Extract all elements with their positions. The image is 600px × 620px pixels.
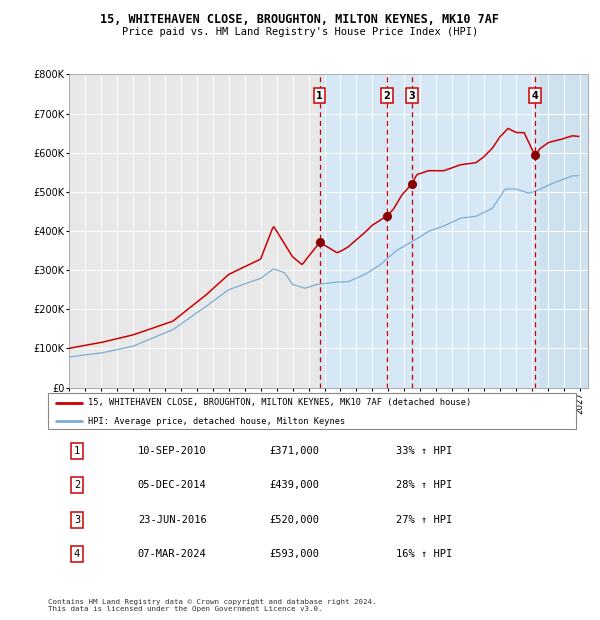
Text: Price paid vs. HM Land Registry's House Price Index (HPI): Price paid vs. HM Land Registry's House … bbox=[122, 27, 478, 37]
Text: 16% ↑ HPI: 16% ↑ HPI bbox=[397, 549, 453, 559]
Text: £371,000: £371,000 bbox=[270, 446, 320, 456]
Text: Contains HM Land Registry data © Crown copyright and database right 2024.
This d: Contains HM Land Registry data © Crown c… bbox=[48, 599, 377, 612]
Text: 4: 4 bbox=[532, 91, 538, 101]
Text: 07-MAR-2024: 07-MAR-2024 bbox=[138, 549, 206, 559]
Text: 2: 2 bbox=[384, 91, 391, 101]
Text: 1: 1 bbox=[316, 91, 323, 101]
Text: 23-JUN-2016: 23-JUN-2016 bbox=[138, 515, 206, 525]
Text: £520,000: £520,000 bbox=[270, 515, 320, 525]
Text: 3: 3 bbox=[74, 515, 80, 525]
Text: £439,000: £439,000 bbox=[270, 480, 320, 490]
Bar bbox=[320, 74, 588, 388]
Bar bbox=[540, 74, 588, 388]
Text: 15, WHITEHAVEN CLOSE, BROUGHTON, MILTON KEYNES, MK10 7AF (detached house): 15, WHITEHAVEN CLOSE, BROUGHTON, MILTON … bbox=[88, 398, 471, 407]
Text: 3: 3 bbox=[409, 91, 415, 101]
Text: 10-SEP-2010: 10-SEP-2010 bbox=[138, 446, 206, 456]
Text: 15, WHITEHAVEN CLOSE, BROUGHTON, MILTON KEYNES, MK10 7AF: 15, WHITEHAVEN CLOSE, BROUGHTON, MILTON … bbox=[101, 13, 499, 25]
Text: 33% ↑ HPI: 33% ↑ HPI bbox=[397, 446, 453, 456]
Text: 2: 2 bbox=[74, 480, 80, 490]
Text: 28% ↑ HPI: 28% ↑ HPI bbox=[397, 480, 453, 490]
Text: 4: 4 bbox=[74, 549, 80, 559]
Text: HPI: Average price, detached house, Milton Keynes: HPI: Average price, detached house, Milt… bbox=[88, 417, 345, 425]
Text: £593,000: £593,000 bbox=[270, 549, 320, 559]
Text: 1: 1 bbox=[74, 446, 80, 456]
Text: 05-DEC-2014: 05-DEC-2014 bbox=[138, 480, 206, 490]
Bar bbox=[540, 74, 588, 388]
Text: 27% ↑ HPI: 27% ↑ HPI bbox=[397, 515, 453, 525]
Bar bbox=[69, 74, 320, 388]
